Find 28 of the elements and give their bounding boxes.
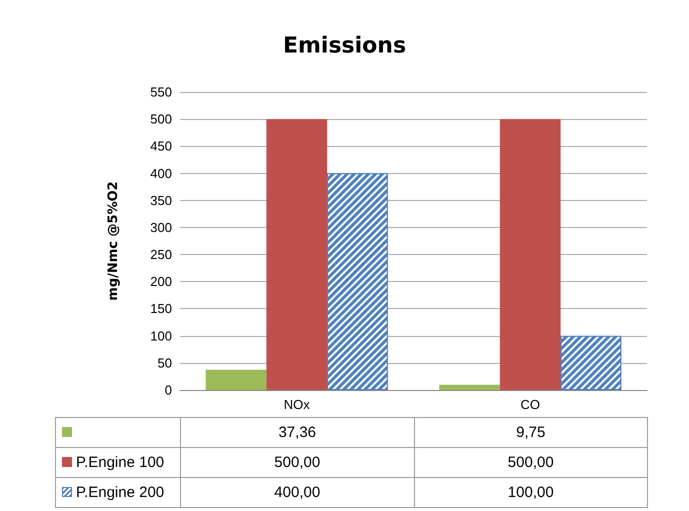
y-tick-label: 350: [150, 192, 172, 208]
x-tick-label: CO: [520, 397, 540, 412]
y-tick-label: 550: [150, 84, 172, 100]
y-tick-label: 400: [150, 166, 172, 181]
data-label: 500,00: [414, 448, 648, 478]
y-tick-label: 50: [158, 355, 172, 370]
legend-label: P.Engine 200: [56, 478, 180, 508]
y-tick-label: 500: [150, 112, 172, 127]
bar: [500, 119, 561, 390]
bar: [439, 384, 500, 390]
y-tick-label: 250: [150, 247, 172, 262]
y-axis-title: mg/Nmc @5%O2: [106, 181, 121, 301]
data-label: 37,36: [180, 418, 414, 448]
data-label: 9,75: [414, 418, 648, 448]
y-tick-label: 200: [150, 274, 172, 290]
bar: [266, 119, 328, 390]
y-tick-label: 100: [150, 328, 172, 344]
y-tick-label: 150: [150, 301, 172, 316]
data-label: 500,00: [180, 448, 414, 478]
y-tick-label: 0: [164, 382, 172, 398]
y-tick-label: 450: [150, 138, 172, 154]
bar: [206, 370, 266, 390]
y-tick-label: 300: [150, 220, 172, 235]
chart-title: Emissions: [282, 34, 406, 58]
legend-label: P.Engine 100: [56, 448, 180, 478]
data-label: 400,00: [180, 478, 414, 508]
data-label: 100,00: [414, 478, 648, 508]
x-tick-label: NOx: [284, 397, 310, 412]
